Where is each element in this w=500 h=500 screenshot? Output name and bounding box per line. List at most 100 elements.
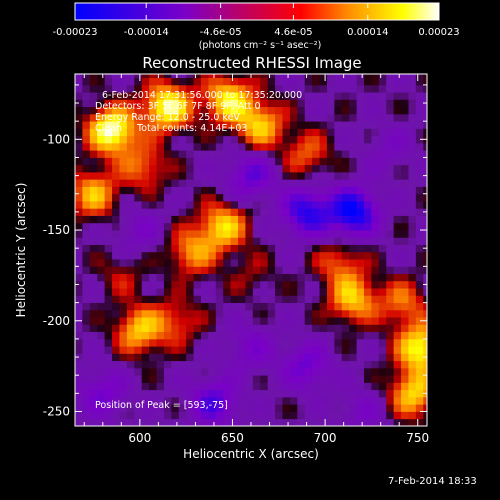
heatmap-cell [260, 331, 269, 340]
heatmap-cell [245, 404, 254, 412]
heatmap-cell [415, 230, 424, 238]
heatmap-cell [193, 193, 202, 202]
heatmap-cell [97, 193, 106, 202]
heatmap-cell [171, 338, 180, 347]
heatmap-cell [304, 317, 313, 325]
heatmap-cell [193, 106, 202, 115]
heatmap-cell [149, 382, 157, 391]
colorbar-tick-label: 0.00023 [418, 27, 459, 38]
heatmap-cell [408, 164, 417, 173]
heatmap-cell [208, 360, 217, 369]
heatmap-cell [334, 251, 343, 260]
heatmap-cell [393, 404, 402, 412]
heatmap-cell [97, 280, 106, 289]
heatmap-cell [282, 324, 291, 333]
heatmap-cell [304, 389, 313, 398]
heatmap-cell [289, 346, 298, 354]
heatmap-cell [312, 150, 320, 158]
heatmap-cell [289, 186, 298, 195]
heatmap-cell [304, 302, 313, 311]
heatmap-cell [112, 106, 120, 115]
heatmap-cell [200, 74, 209, 79]
heatmap-cell [156, 142, 165, 151]
heatmap-cell [112, 84, 120, 93]
heatmap-cell [208, 230, 217, 238]
heatmap-cell [200, 128, 209, 137]
heatmap-cell [393, 193, 402, 202]
heatmap-cell [75, 309, 83, 318]
heatmap-cell [252, 186, 261, 195]
heatmap-cell [297, 244, 306, 253]
heatmap-cell [252, 251, 261, 260]
heatmap-cell [282, 360, 291, 369]
heatmap-cell [134, 295, 143, 304]
heatmap-cell [89, 288, 98, 296]
heatmap-cell [378, 142, 387, 151]
heatmap-cell [171, 418, 180, 426]
heatmap-cell [178, 295, 187, 304]
heatmap-cell [364, 157, 372, 166]
heatmap-cell [186, 84, 194, 93]
heatmap-cell [289, 106, 298, 115]
heatmap-cell [289, 215, 298, 224]
heatmap-cell [238, 302, 246, 311]
heatmap-cell [97, 375, 106, 383]
heatmap-cell [415, 201, 424, 209]
heatmap-cell [75, 77, 83, 86]
heatmap-cell [134, 193, 143, 202]
heatmap-cell [312, 288, 320, 296]
heatmap-cell [415, 92, 424, 100]
heatmap-cell [408, 113, 417, 122]
heatmap-cell [163, 338, 172, 347]
heatmap-cell [126, 396, 135, 405]
heatmap-cell [163, 186, 172, 195]
heatmap-cell [89, 142, 98, 151]
heatmap-cell [260, 164, 269, 173]
heatmap-cell [141, 280, 150, 289]
heatmap-cell [178, 142, 187, 151]
heatmap-cell [252, 273, 261, 282]
heatmap-cell [364, 418, 372, 426]
heatmap-cell [200, 259, 209, 267]
heatmap-cell [423, 309, 427, 318]
heatmap-cell [119, 295, 128, 304]
heatmap-cell [141, 317, 150, 325]
heatmap-cell [126, 179, 135, 187]
heatmap-cell [423, 375, 427, 383]
heatmap-cell [371, 382, 380, 391]
heatmap-cell [378, 295, 387, 304]
heatmap-cell [104, 99, 113, 108]
heatmap-cell [141, 164, 150, 173]
heatmap-cell [238, 222, 246, 231]
heatmap-cell [252, 280, 261, 289]
heatmap-cell [200, 309, 209, 318]
heatmap-cell [245, 201, 254, 209]
heatmap-cell [245, 367, 254, 376]
heatmap-cell [334, 201, 343, 209]
heatmap-cell [193, 92, 202, 100]
heatmap-cell [252, 302, 261, 311]
heatmap-cell [141, 84, 150, 93]
heatmap-cell [82, 208, 91, 216]
heatmap-cell [186, 396, 194, 405]
heatmap-cell [97, 208, 106, 216]
heatmap-cell [260, 74, 269, 79]
heatmap-cell [97, 215, 106, 224]
heatmap-cell [112, 237, 120, 245]
heatmap-cell [186, 99, 194, 108]
heatmap-cell [364, 280, 372, 289]
heatmap-cell [97, 266, 106, 274]
heatmap-cell [282, 164, 291, 173]
heatmap-cell [134, 99, 143, 108]
heatmap-cell [334, 74, 343, 79]
heatmap-cell [134, 171, 143, 180]
heatmap-cell [393, 208, 402, 216]
heatmap-cell [408, 324, 417, 333]
heatmap-cell [289, 317, 298, 325]
heatmap-cell [171, 230, 180, 238]
heatmap-cell [134, 266, 143, 274]
heatmap-cell [326, 382, 335, 391]
heatmap-cell [171, 186, 180, 195]
heatmap-cell [119, 309, 128, 318]
heatmap-cell [401, 295, 409, 304]
